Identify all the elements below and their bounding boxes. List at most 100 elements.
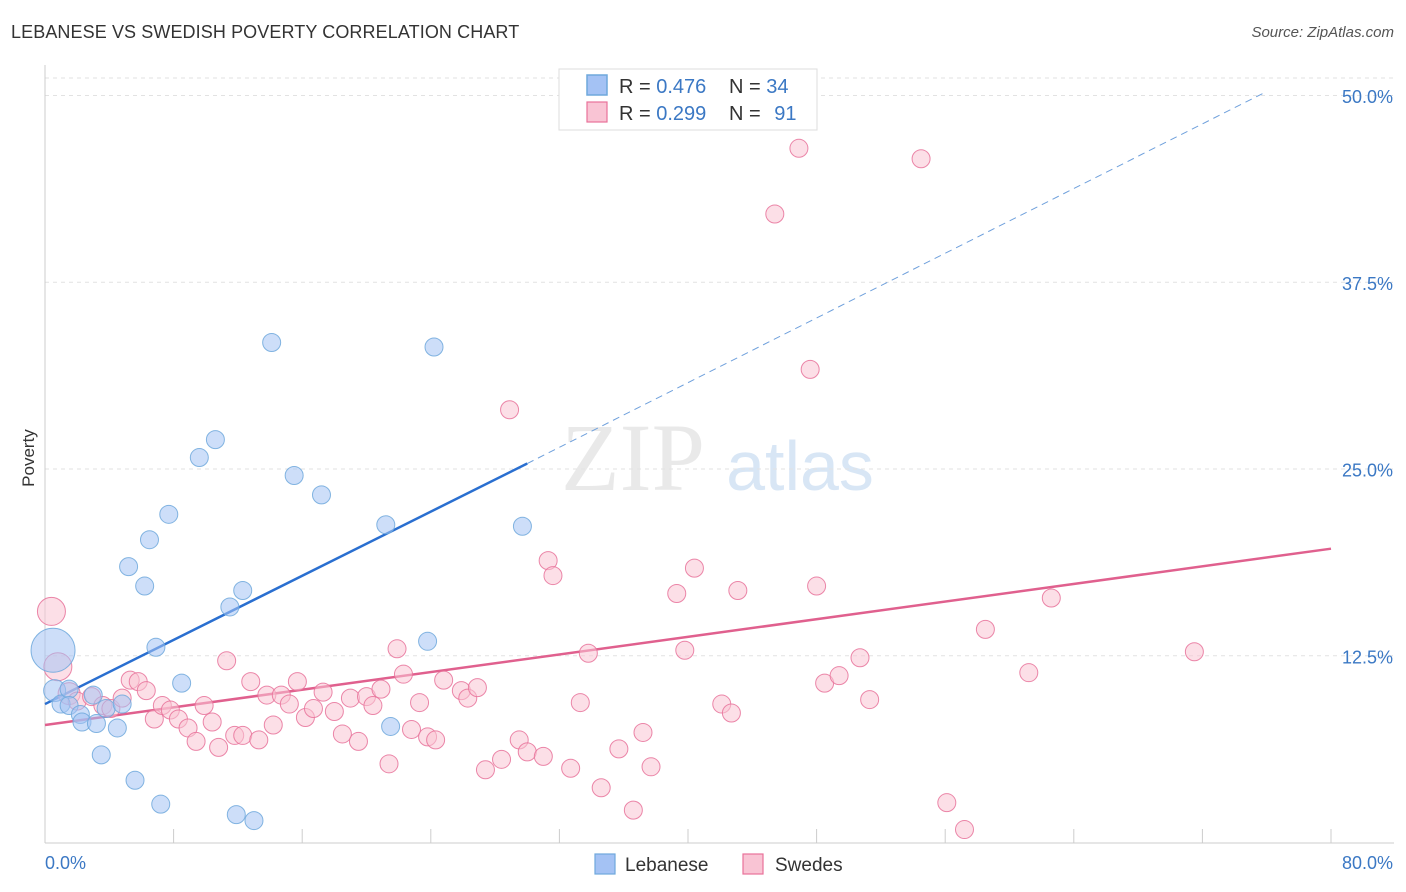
lebanese-point-20	[172, 673, 192, 693]
lebanese-point-32	[418, 631, 438, 651]
watermark-atlas: atlas	[726, 427, 874, 505]
lebanese-point-17	[146, 637, 166, 657]
swedes-point-55	[517, 742, 537, 762]
swedes-point-53	[500, 400, 520, 420]
swedes-point-39	[371, 679, 391, 699]
lebanese-point-27	[262, 333, 282, 353]
swedes-point-80	[860, 690, 880, 710]
chart-title: LEBANESE VS SWEDISH POVERTY CORRELATION …	[11, 22, 520, 42]
svg-text:R = 0.476: R = 0.476	[619, 76, 706, 98]
swedes-point-60	[570, 693, 590, 713]
legend-r-label-1: R =	[619, 76, 656, 98]
swedes-point-10	[136, 681, 156, 701]
lebanese-point-23	[220, 597, 240, 617]
y-tick-label-3: 50.0%	[1342, 87, 1393, 107]
lebanese-point-14	[125, 770, 145, 790]
trend-extension-lebanese	[527, 91, 1267, 464]
lebanese-point-33	[424, 337, 444, 357]
swedes-point-47	[434, 670, 454, 690]
swedes-point-35	[340, 688, 360, 708]
swedes-point-36	[348, 731, 368, 751]
swedes-point-22	[233, 725, 253, 745]
legend-swatch-lebanese	[586, 74, 608, 96]
lebanese-point-30	[376, 515, 396, 535]
series-legend: Lebanese Swedes	[594, 853, 843, 876]
swedes-point-20	[217, 651, 237, 671]
legend-r-value-2: 0.299	[656, 103, 706, 125]
swedes-point-56	[533, 746, 553, 766]
lebanese-point-7	[83, 685, 103, 705]
lebanese-point-3	[59, 679, 79, 699]
lebanese-point-15	[135, 576, 155, 596]
swedes-point-87	[1184, 642, 1204, 662]
legend-n-label-2: N =	[729, 103, 766, 125]
lebanese-point-12	[112, 694, 132, 714]
swedes-point-82	[937, 793, 957, 813]
lebanese-point-34	[512, 516, 532, 536]
x-tick-label-min: 0.0%	[45, 853, 86, 873]
legend-n-value-2: 91	[774, 103, 796, 125]
swedes-point-66	[641, 757, 661, 777]
swedes-point-78	[829, 666, 849, 686]
lebanese-point-16	[139, 530, 159, 550]
bottom-legend-swatch-lebanese	[594, 853, 616, 875]
lebanese-point-31	[381, 716, 401, 736]
source-attribution: Source: ZipAtlas.com	[1251, 24, 1394, 41]
swedes-point-17	[194, 696, 214, 716]
legend-n-label-1: N =	[729, 76, 766, 98]
swedes-point-16	[186, 731, 206, 751]
lebanese-point-10	[96, 699, 116, 719]
legend-swatch-swedes	[586, 101, 608, 123]
swedes-point-63	[609, 739, 629, 759]
legend-n-value-1: 34	[766, 76, 788, 98]
svg-text:N = 91: N = 91	[729, 103, 797, 125]
swedes-point-69	[684, 558, 704, 578]
grid-lines	[45, 77, 1394, 657]
swedes-point-32	[313, 682, 333, 702]
swedes-point-52	[492, 749, 512, 769]
swedes-point-44	[410, 693, 430, 713]
swedes-point-26	[263, 715, 283, 735]
lebanese-point-25	[233, 581, 253, 601]
swedes-point-23	[241, 672, 261, 692]
swedes-point-71	[721, 703, 741, 723]
swedes-point-64	[623, 800, 643, 820]
swedes-point-61	[578, 643, 598, 663]
tick-labels: 12.5% 25.0% 37.5% 50.0% 0.0% 80.0%	[45, 87, 1393, 873]
bottom-legend-swatch-swedes	[742, 853, 764, 875]
swedes-point-38	[363, 696, 383, 716]
y-axis-title: Poverty	[19, 429, 38, 487]
lebanese-point-13	[119, 557, 139, 577]
legend-r-value-1: 0.476	[656, 76, 706, 98]
swedes-point-81	[911, 149, 931, 169]
bottom-legend-label-lebanese: Lebanese	[625, 855, 708, 876]
trend-line-swedes	[44, 547, 1332, 727]
swedes-point-76	[807, 576, 827, 596]
swedes-point-68	[675, 640, 695, 660]
watermark-zip: ZIP	[561, 404, 705, 511]
x-tick-label-max: 80.0%	[1342, 853, 1393, 873]
swedes-point-58	[543, 566, 563, 586]
lebanese-point-28	[284, 465, 304, 485]
legend-r-label-2: R =	[619, 103, 656, 125]
swedes-point-75	[800, 359, 820, 379]
y-tick-label-2: 37.5%	[1342, 274, 1393, 294]
lebanese-point-22	[205, 430, 225, 450]
lebanese-point-9	[91, 745, 111, 765]
swedes-point-59	[561, 758, 581, 778]
swedes-point-31	[303, 699, 323, 719]
swedes-point-40	[379, 754, 399, 774]
lebanese-point-18	[151, 794, 171, 814]
svg-text:R = 0.299: R = 0.299	[619, 103, 706, 125]
swedes-point-24	[249, 730, 269, 750]
swedes-point-86	[1041, 588, 1061, 608]
lebanese-point-19	[159, 504, 179, 524]
swedes-point-73	[765, 204, 785, 224]
swedes-point-83	[954, 820, 974, 840]
lebanese-point-26	[244, 811, 264, 831]
swedes-point-42	[393, 664, 413, 684]
stats-legend: R = 0.476 N = 34 R = 0.299 N = 91	[558, 68, 818, 131]
lebanese-point-0	[30, 627, 76, 673]
swedes-point-74	[789, 138, 809, 158]
